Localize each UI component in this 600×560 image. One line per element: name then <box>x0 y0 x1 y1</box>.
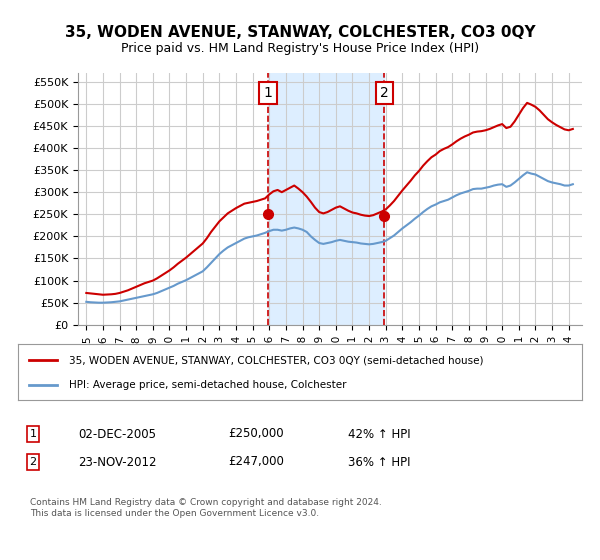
Text: 23-NOV-2012: 23-NOV-2012 <box>78 455 157 469</box>
Text: £247,000: £247,000 <box>228 455 284 469</box>
Text: Price paid vs. HM Land Registry's House Price Index (HPI): Price paid vs. HM Land Registry's House … <box>121 42 479 55</box>
Text: 1: 1 <box>29 429 37 439</box>
Text: 35, WODEN AVENUE, STANWAY, COLCHESTER, CO3 0QY (semi-detached house): 35, WODEN AVENUE, STANWAY, COLCHESTER, C… <box>69 355 483 365</box>
Text: 02-DEC-2005: 02-DEC-2005 <box>78 427 156 441</box>
Text: HPI: Average price, semi-detached house, Colchester: HPI: Average price, semi-detached house,… <box>69 380 346 390</box>
Text: 36% ↑ HPI: 36% ↑ HPI <box>348 455 410 469</box>
Text: 2: 2 <box>29 457 37 467</box>
Text: £250,000: £250,000 <box>228 427 284 441</box>
Text: Contains HM Land Registry data © Crown copyright and database right 2024.
This d: Contains HM Land Registry data © Crown c… <box>30 498 382 518</box>
Text: 1: 1 <box>263 86 272 100</box>
Text: 35, WODEN AVENUE, STANWAY, COLCHESTER, CO3 0QY: 35, WODEN AVENUE, STANWAY, COLCHESTER, C… <box>65 25 535 40</box>
Text: 42% ↑ HPI: 42% ↑ HPI <box>348 427 410 441</box>
Text: 2: 2 <box>380 86 388 100</box>
Bar <box>268 73 384 325</box>
